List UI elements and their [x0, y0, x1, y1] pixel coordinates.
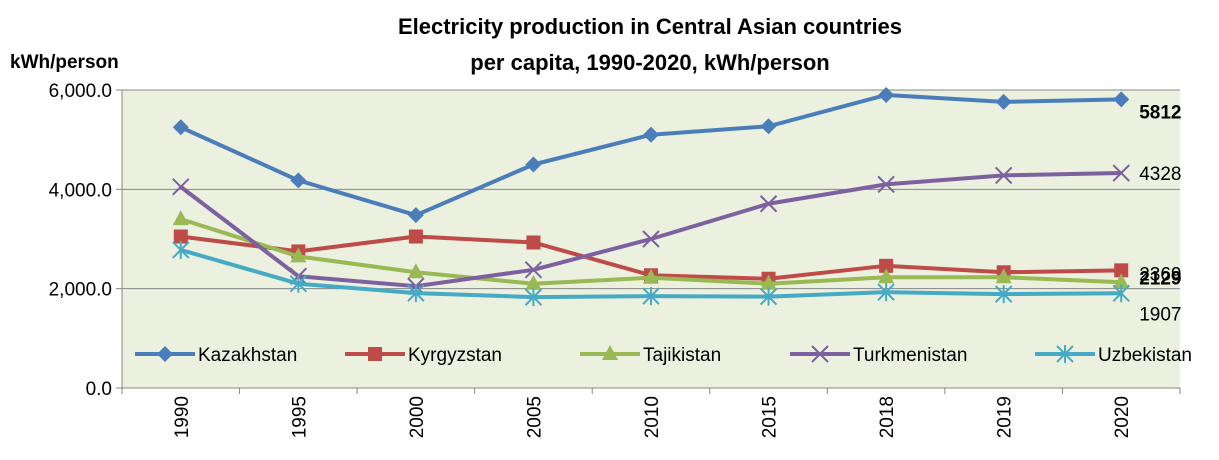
data-label: 4328 [1139, 164, 1181, 185]
y-tick-label: 6,000.0 [49, 81, 112, 102]
data-label: 2129 [1139, 268, 1181, 289]
legend-label: Kyrgyzstan [408, 345, 502, 366]
legend-label: Turkmenistan [853, 345, 967, 366]
marker [878, 268, 895, 284]
marker [1112, 284, 1130, 303]
x-tick-label: 2015 [760, 396, 781, 438]
marker [526, 235, 541, 250]
marker [643, 268, 659, 284]
x-tick-label: 2019 [995, 396, 1016, 438]
marker [525, 156, 542, 173]
marker [760, 274, 777, 290]
marker [994, 166, 1013, 185]
marker [172, 240, 190, 259]
marker [994, 285, 1013, 304]
marker [407, 207, 424, 224]
data-label: 5812 [1139, 102, 1181, 123]
marker [642, 230, 660, 248]
chart-title: per capita, 1990-2020, kWh/person [470, 50, 830, 75]
marker [290, 172, 307, 189]
marker [173, 229, 188, 244]
marker [1056, 345, 1074, 363]
marker [995, 268, 1012, 284]
x-tick-label: 2018 [877, 396, 898, 438]
x-tick-label: 2005 [524, 396, 545, 438]
y-tick-label: 4,000.0 [49, 180, 112, 201]
marker [1113, 91, 1130, 108]
marker [290, 247, 307, 263]
marker [524, 261, 543, 279]
y-tick-label: 0.0 [86, 379, 112, 400]
marker [157, 346, 173, 362]
legend-label: Uzbekistan [1098, 345, 1192, 366]
marker [407, 263, 424, 279]
marker [289, 274, 308, 293]
y-tick-label: 2,000.0 [49, 280, 112, 301]
marker [759, 287, 778, 306]
marker [172, 178, 190, 196]
marker [525, 274, 542, 290]
data-label: 1907 [1139, 304, 1181, 325]
marker [1112, 164, 1130, 182]
marker [877, 175, 895, 194]
marker [368, 347, 382, 361]
marker [879, 258, 894, 273]
x-tick-label: 2010 [642, 396, 663, 438]
marker [1114, 263, 1129, 278]
x-tick-label: 1995 [289, 396, 310, 438]
marker [878, 86, 895, 103]
y-axis-label: kWh/person [10, 52, 119, 73]
marker [407, 284, 425, 303]
marker [1113, 273, 1130, 289]
marker [811, 345, 829, 363]
x-tick-label: 1990 [172, 396, 193, 438]
data-label: 2369 [1139, 264, 1181, 285]
x-tick-label: 2000 [407, 396, 428, 438]
marker [524, 288, 543, 307]
marker [172, 210, 189, 226]
marker [995, 93, 1012, 110]
marker [602, 345, 618, 360]
marker [642, 287, 660, 306]
legend-label: Tajikistan [643, 345, 721, 366]
marker [759, 195, 778, 213]
chart-title: Electricity production in Central Asian … [398, 14, 902, 39]
x-tick-label: 2020 [1112, 396, 1133, 438]
marker [643, 126, 659, 143]
marker [172, 119, 189, 136]
marker [877, 283, 895, 302]
marker [408, 229, 423, 244]
marker [760, 118, 777, 135]
legend-label: Kazakhstan [198, 345, 297, 366]
